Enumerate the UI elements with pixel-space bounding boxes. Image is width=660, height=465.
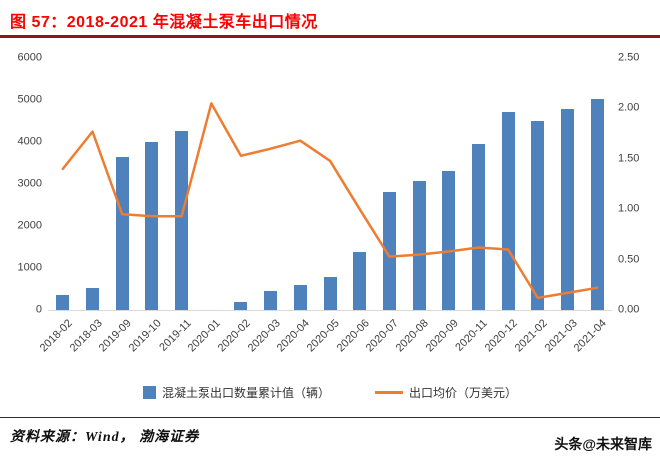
title-rule bbox=[0, 35, 660, 38]
y-axis-left-tick-label: 4000 bbox=[17, 135, 42, 148]
export-quantity-bar bbox=[561, 109, 574, 310]
export-quantity-bar bbox=[353, 252, 367, 310]
y-axis-left-tick-label: 0 bbox=[35, 303, 42, 316]
legend-line-swatch bbox=[375, 391, 403, 394]
x-axis-category-label: 2020-12 bbox=[482, 317, 520, 355]
export-quantity-bar bbox=[145, 142, 159, 310]
legend: 混凝土泵出口数量累计值（辆） 出口均价（万美元） bbox=[0, 384, 660, 401]
export-quantity-bar bbox=[590, 98, 604, 310]
y-axis-right-tick-label: 0.50 bbox=[618, 253, 640, 266]
export-quantity-bar bbox=[293, 284, 307, 310]
chart-area: 0 1000 2000 3000 4000 5000 6000 0.00 0.50 1.00 1.5… bbox=[0, 42, 660, 382]
export-quantity-bar bbox=[115, 156, 129, 310]
export-quantity-bar bbox=[501, 111, 515, 310]
y-axis-right-tick-label: 1.50 bbox=[618, 152, 640, 165]
legend-item-bars: 混凝土泵出口数量累计值（辆） bbox=[142, 384, 330, 401]
y-axis-right-tick-label: 1.00 bbox=[618, 202, 640, 215]
x-axis-category-label: 2020-09 bbox=[423, 317, 461, 355]
export-quantity-bar bbox=[382, 192, 396, 310]
data-source-note: 资料来源：Wind， 渤海证券 bbox=[10, 430, 200, 445]
legend-line-label: 出口均价（万美元） bbox=[409, 386, 518, 400]
export-quantity-bar bbox=[264, 291, 278, 310]
export-quantity-bar bbox=[234, 302, 248, 310]
y-axis-left-tick-label: 6000 bbox=[17, 51, 42, 64]
avg-price-line bbox=[61, 102, 599, 300]
x-axis-category-label: 2020-05 bbox=[304, 317, 342, 355]
x-axis-category-label: 2020-02 bbox=[215, 317, 253, 355]
export-quantity-bar bbox=[442, 171, 456, 310]
x-axis-category-label: 2021-02 bbox=[512, 317, 550, 355]
x-axis-category-label: 2018-02 bbox=[37, 317, 75, 355]
export-quantity-bar bbox=[56, 295, 70, 310]
export-quantity-bar bbox=[86, 288, 99, 310]
y-axis-right-tick-label: 0.00 bbox=[618, 303, 640, 316]
footer-rule bbox=[0, 417, 660, 418]
figure-title: 图 57：2018-2021 年混凝土泵车出口情况 bbox=[10, 14, 318, 31]
x-axis-category-label: 2019-10 bbox=[126, 317, 164, 355]
legend-item-line: 出口均价（万美元） bbox=[375, 384, 517, 401]
y-axis-left-tick-label: 5000 bbox=[17, 93, 42, 106]
x-axis-line bbox=[48, 310, 612, 311]
y-axis-left-tick-label: 2000 bbox=[17, 219, 42, 232]
export-quantity-bar bbox=[412, 180, 426, 310]
y-axis-right-tick-label: 2.50 bbox=[618, 51, 640, 64]
legend-bar-swatch bbox=[142, 386, 156, 399]
x-axis-category-label: 2020-08 bbox=[393, 317, 431, 355]
y-axis-right-tick-label: 2.00 bbox=[618, 101, 640, 114]
export-quantity-bar bbox=[323, 277, 337, 310]
export-quantity-bar bbox=[175, 130, 189, 310]
legend-bar-label: 混凝土泵出口数量累计值（辆） bbox=[161, 386, 330, 400]
export-quantity-bar bbox=[471, 144, 485, 310]
export-quantity-bar bbox=[531, 121, 545, 310]
y-axis-left-tick-label: 3000 bbox=[17, 177, 42, 190]
y-axis-left-tick-label: 1000 bbox=[17, 261, 42, 274]
watermark: 头条@未来智库 bbox=[554, 436, 652, 452]
